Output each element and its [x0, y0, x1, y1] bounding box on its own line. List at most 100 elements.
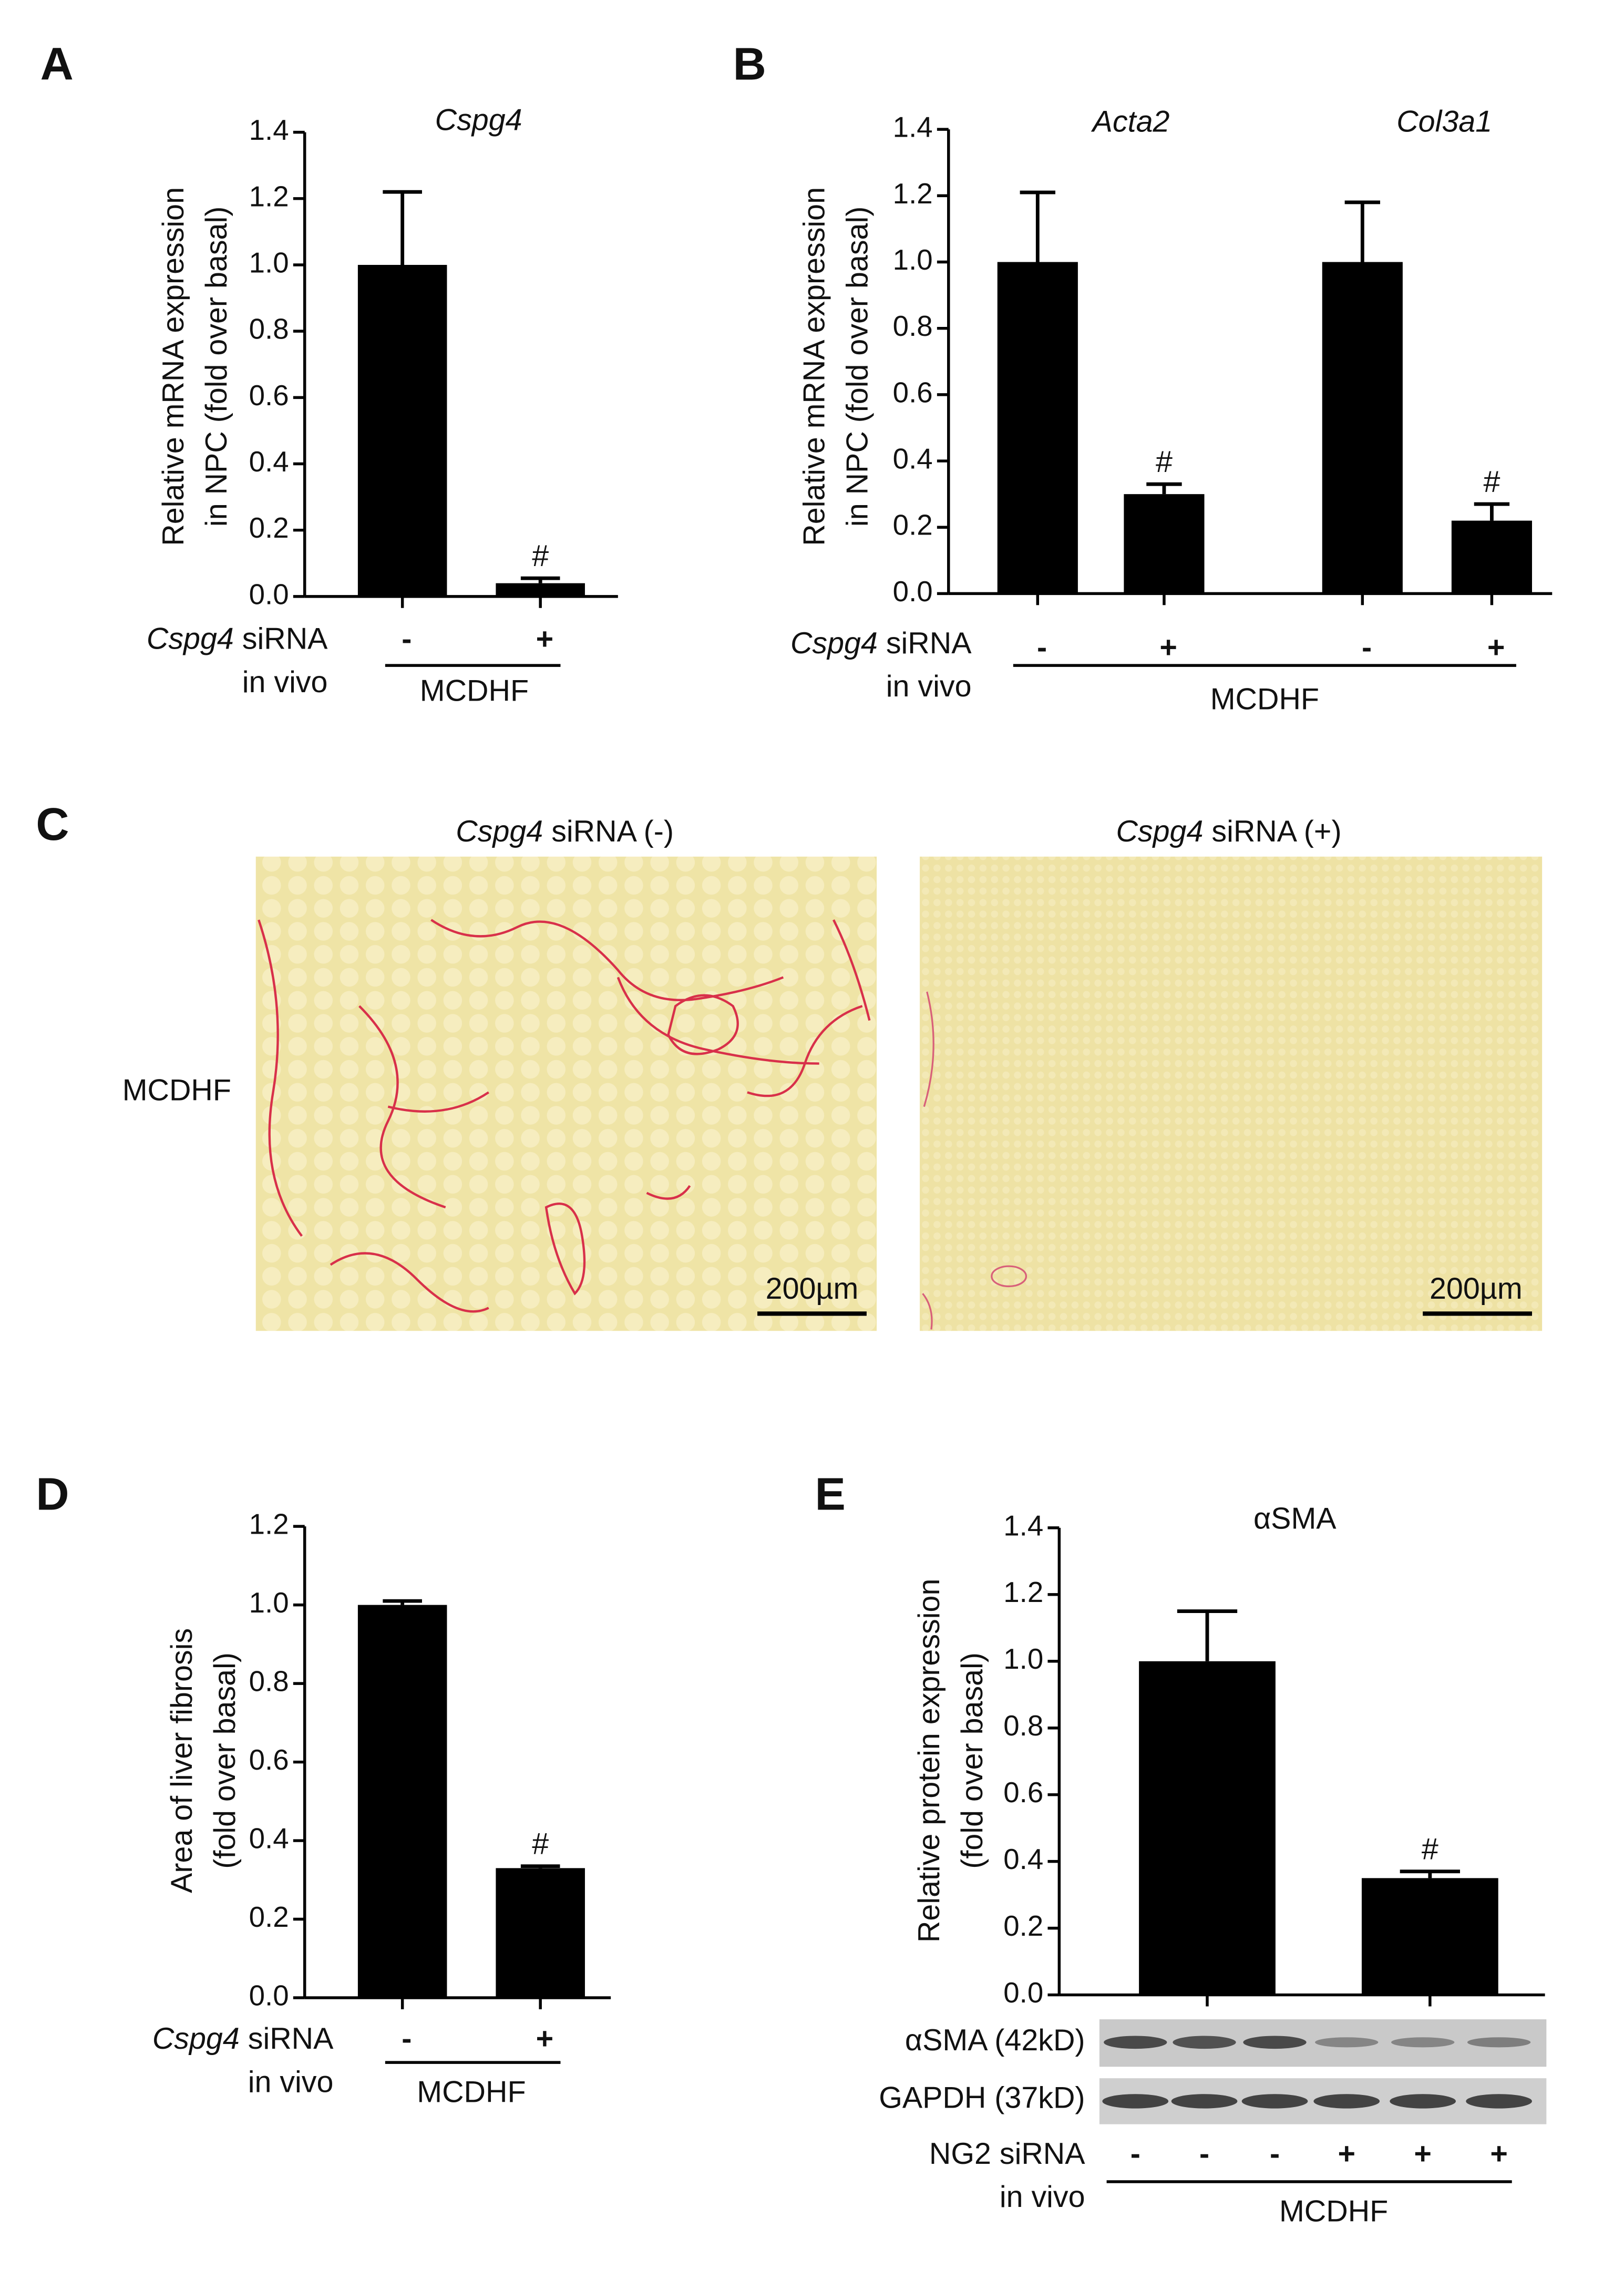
lane-label: + [1338, 2137, 1355, 2171]
panel-letter: B [733, 38, 766, 90]
category-label: + [1159, 631, 1177, 664]
row-label: in vivo [242, 665, 328, 699]
y-tick-label: 0.4 [249, 445, 289, 478]
label: siRNA [886, 626, 972, 660]
y-tick-label: 0.2 [893, 509, 933, 541]
label: siRNA [248, 2022, 334, 2056]
y-tick-label: 0.0 [249, 578, 289, 610]
chart: D Area of liver fibrosis (fold over basal)… [36, 1468, 611, 2109]
bar [1322, 262, 1403, 594]
lane-label: + [1414, 2137, 1432, 2171]
y-tick-label: 0.0 [893, 575, 933, 608]
chart: B Acta2 Col3a1 Relative mRNA expression in N… [733, 38, 1553, 716]
y-tick-label: 0.2 [249, 511, 289, 544]
micrograph-title: Cspg4 siRNA (+) [1116, 815, 1341, 848]
y-tick-label: 0.2 [249, 1901, 289, 1933]
bar [357, 264, 447, 597]
lane-label: - [1270, 2137, 1280, 2171]
y-axis-label: Relative protein expression [912, 1579, 946, 1943]
y-tick-label: 1.2 [1003, 1576, 1043, 1608]
group-label: MCDHF [417, 2075, 526, 2109]
gene: Cspg4 [1116, 815, 1203, 848]
y-tick-label: 0.6 [893, 376, 933, 408]
y-tick-label: 1.0 [893, 243, 933, 276]
label: siRNA (+) [1211, 815, 1341, 848]
bar [1124, 494, 1205, 594]
row-label: Cspg4 siRNA [152, 2022, 334, 2056]
significance-mark: # [1156, 445, 1173, 479]
bar [496, 1868, 585, 1998]
y-tick-label: 0.6 [249, 1743, 289, 1776]
significance-mark: # [1422, 1833, 1438, 1866]
group-title: Col3a1 [1396, 105, 1492, 138]
group-title: Acta2 [1091, 105, 1170, 138]
row-label: MCDHF [122, 1073, 231, 1107]
y-axis-label: Relative mRNA expression [797, 187, 831, 546]
row-label: in vivo [1000, 2180, 1085, 2214]
panel-letter: C [36, 798, 69, 850]
bar [1139, 1661, 1276, 1995]
y-tick-label: 0.4 [249, 1822, 289, 1855]
y-tick-label: 1.4 [893, 111, 933, 143]
y-axis-label: Relative mRNA expression [157, 187, 190, 546]
category-label: - [1362, 631, 1372, 664]
gene: Cspg4 [147, 622, 234, 656]
y-axis-label: in NPC (fold over basal) [200, 207, 233, 527]
significance-mark: # [1483, 465, 1500, 499]
group-label: MCDHF [420, 674, 529, 707]
gene: Cspg4 [152, 2022, 240, 2056]
bar [997, 262, 1078, 594]
chart: A Cspg4 Relative mRNA expression in NPC (fo… [40, 38, 618, 707]
lane-label: - [1130, 2137, 1140, 2171]
y-tick-label: 0.6 [1003, 1776, 1043, 1809]
bar [496, 583, 585, 597]
y-tick-label: 0.4 [893, 443, 933, 475]
y-tick-label: 1.0 [249, 246, 289, 279]
y-tick-label: 1.2 [249, 1508, 289, 1540]
y-tick-label: 1.4 [249, 114, 289, 146]
gene: Cspg4 [790, 626, 878, 660]
group-label: MCDHF [1210, 683, 1319, 716]
blot-label: GAPDH (37kD) [879, 2081, 1085, 2114]
y-axis-label: (fold over basal) [955, 1652, 989, 1869]
category-label: - [402, 622, 412, 656]
y-tick-label: 1.4 [1003, 1509, 1043, 1542]
micrographs: C MCDHF Cspg4 siRNA (-) Cspg4 siRNA (+) … [36, 798, 1543, 1331]
y-tick-label: 0.6 [249, 379, 289, 412]
micrograph [920, 856, 1543, 1331]
y-axis-label: (fold over basal) [208, 1652, 242, 1869]
group-label: MCDHF [1279, 2194, 1388, 2228]
scale-bar-label: 200µm [766, 1272, 859, 1306]
gene: Cspg4 [456, 815, 543, 848]
y-tick-label: 0.0 [1003, 1976, 1043, 2009]
y-tick-label: 0.8 [249, 313, 289, 345]
bar [1361, 1878, 1498, 1995]
y-tick-label: 0.8 [893, 310, 933, 342]
category-label: - [1037, 631, 1047, 664]
row-label: in vivo [248, 2065, 334, 2099]
significance-mark: # [532, 539, 549, 573]
category-label: + [536, 2022, 554, 2056]
lane-label: + [1490, 2137, 1508, 2171]
scale-bar-label: 200µm [1430, 1272, 1523, 1306]
fibrosis-stain [258, 919, 871, 1313]
category-label: - [402, 2022, 412, 2056]
chart-title: Cspg4 [435, 104, 522, 137]
blot-label: αSMA (42kD) [905, 2024, 1085, 2057]
label: siRNA [242, 622, 328, 656]
category-label: + [1487, 631, 1505, 664]
blot-bands [1102, 2036, 1532, 2109]
row-label: Cspg4 siRNA [147, 622, 328, 656]
y-tick-label: 1.0 [1003, 1642, 1043, 1675]
bar [1451, 520, 1532, 594]
y-tick-label: 0.8 [1003, 1709, 1043, 1742]
bar [357, 1605, 447, 1998]
y-tick-label: 0.4 [1003, 1843, 1043, 1875]
significance-mark: # [532, 1827, 549, 1861]
chart-title: αSMA [1253, 1502, 1337, 1535]
y-tick-label: 1.2 [893, 177, 933, 210]
label: NG2 siRNA [929, 2137, 1085, 2171]
